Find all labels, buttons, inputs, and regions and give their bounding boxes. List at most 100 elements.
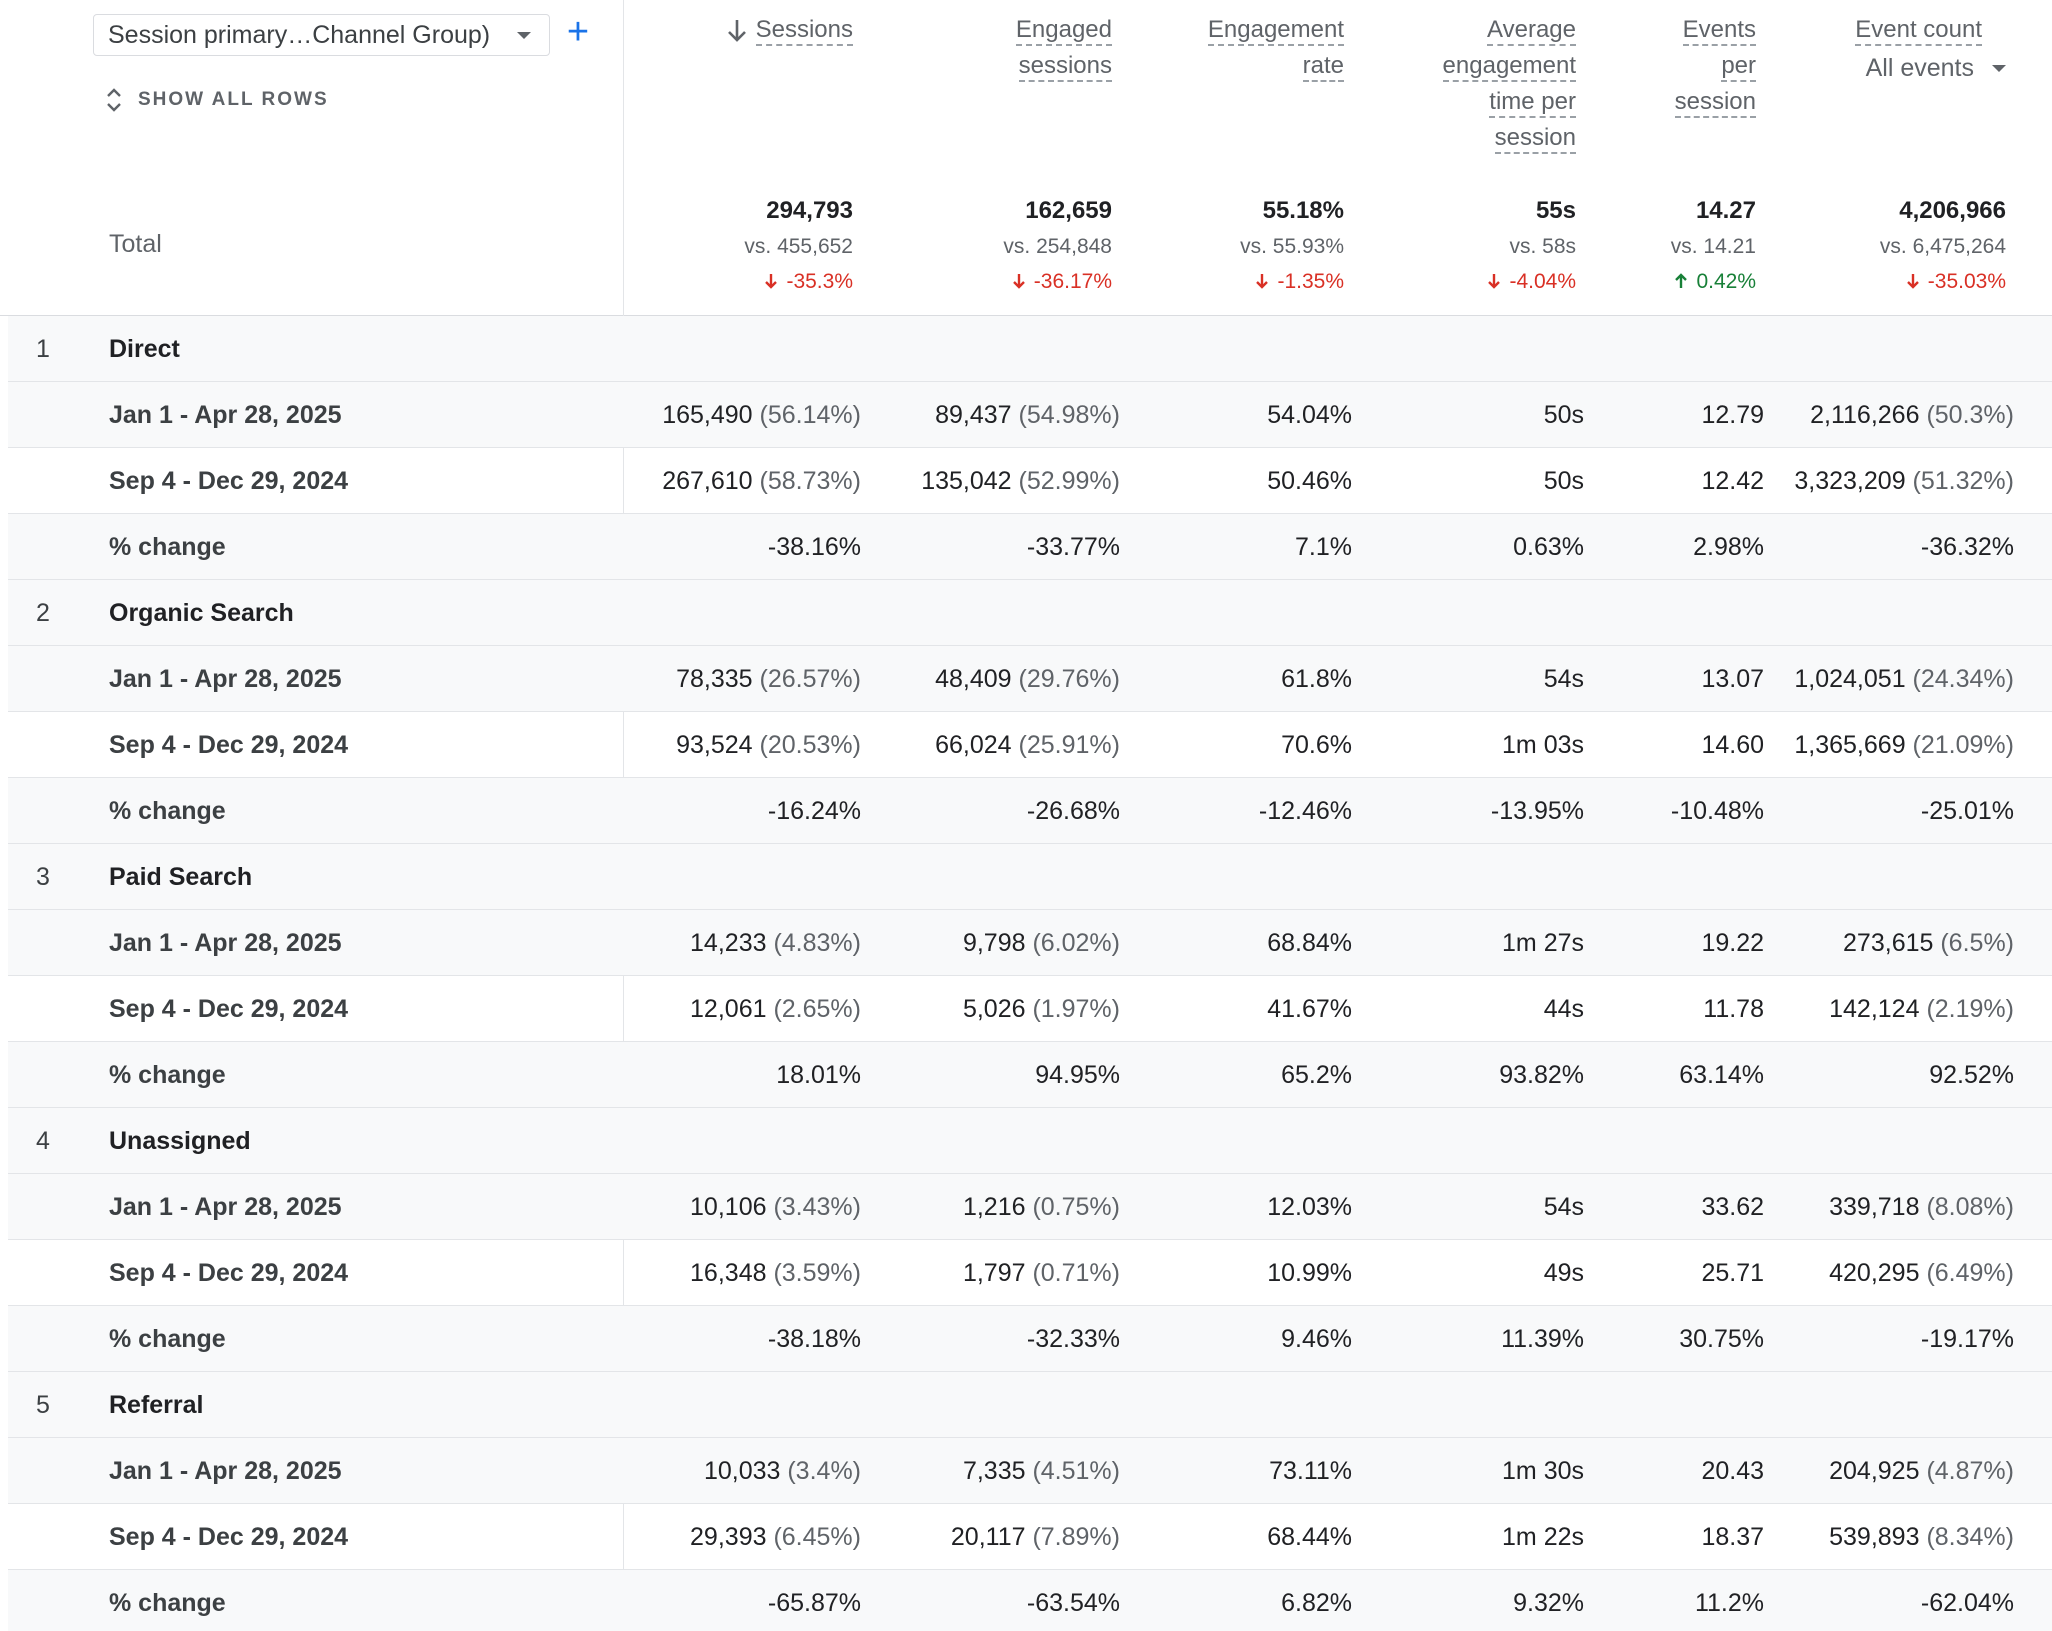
cell-value: 12.03%: [1267, 1193, 1352, 1221]
cell-percent: (6.49%): [1926, 1259, 2014, 1287]
table-cell: -33.77%: [1027, 514, 1120, 580]
table-cell: 1,365,669 (21.09%): [1794, 712, 2014, 778]
cell-percent: (7.89%): [1032, 1523, 1120, 1551]
cell-percent: (3.43%): [773, 1193, 861, 1221]
column-header-average-engagement-time[interactable]: Average engagement time per session: [1442, 12, 1576, 156]
table-cell: -38.18%: [768, 1306, 861, 1372]
channel-name: Organic Search: [109, 599, 294, 627]
cell-value: 41.67%: [1267, 995, 1352, 1023]
table-cell: 16,348 (3.59%): [690, 1240, 861, 1306]
table-cell: 54s: [1544, 1174, 1584, 1240]
cell-value: -25.01%: [1920, 797, 2014, 825]
total-change-value: -1.35%: [1277, 270, 1344, 293]
column-header-engagement-rate[interactable]: Engagement rate: [1207, 12, 1344, 84]
group-row[interactable]: 1 Direct: [8, 316, 2052, 382]
table-cell: -19.17%: [1921, 1306, 2014, 1372]
cell-value: 7.1%: [1295, 533, 1352, 561]
total-change: -35.3%: [744, 265, 853, 299]
cell-percent: (8.08%): [1926, 1193, 2014, 1221]
show-all-rows-label: SHOW ALL ROWS: [138, 89, 329, 110]
cell-value: 10.99%: [1267, 1259, 1352, 1287]
row-label: Jan 1 - Apr 28, 2025: [109, 1457, 342, 1485]
cell-value: 7,335: [962, 1457, 1026, 1485]
dimension-select[interactable]: Session primary…Channel Group): [93, 14, 550, 56]
cell-percent: (52.99%): [1018, 467, 1120, 495]
cell-value: 16,348: [690, 1259, 767, 1287]
table-cell: 54.04%: [1267, 382, 1352, 448]
table-cell: 49s: [1544, 1240, 1584, 1306]
table-cell: 68.84%: [1267, 910, 1352, 976]
column-header-sessions[interactable]: Sessions: [726, 12, 853, 48]
cell-value: 12.79: [1701, 401, 1764, 429]
cell-value: 11.2%: [1694, 1589, 1764, 1617]
table-row: Sep 4 - Dec 29, 2024 12,061 (2.65%) 5,026 …: [8, 976, 2052, 1042]
row-label: Sep 4 - Dec 29, 2024: [109, 995, 349, 1023]
total-change-value: -4.04%: [1509, 270, 1576, 293]
table-cell: 70.6%: [1281, 712, 1352, 778]
channel-name: Direct: [109, 335, 180, 363]
cell-value: 14,233: [690, 929, 767, 957]
column-header-events-per-session[interactable]: Events per session: [1674, 12, 1756, 120]
cell-value: 68.84%: [1267, 929, 1352, 957]
group-row[interactable]: 3 Paid Search: [8, 844, 2052, 910]
channel-name: Paid Search: [109, 863, 253, 891]
cell-value: 50s: [1543, 467, 1584, 495]
total-change-value: -35.3%: [786, 270, 853, 293]
row-label: Sep 4 - Dec 29, 2024: [109, 731, 349, 759]
table-cell: 10,106 (3.43%): [690, 1174, 861, 1240]
cell-value: 135,042: [921, 467, 1012, 495]
cell-value: 12,061: [690, 995, 767, 1023]
cell-value: 61.8%: [1281, 665, 1352, 693]
table-cell: 267,610 (58.73%): [662, 448, 861, 514]
cell-percent: (0.75%): [1032, 1193, 1120, 1221]
total-comparison: vs. 58s: [1509, 235, 1576, 258]
arrow-down-icon: [1488, 274, 1501, 289]
chevron-down-icon: [517, 31, 531, 39]
row-number: 4: [36, 1127, 50, 1155]
table-cell: 3,323,209 (51.32%): [1794, 448, 2014, 514]
cell-value: 33.62: [1701, 1193, 1764, 1221]
event-filter-select[interactable]: All events: [1855, 50, 2006, 86]
cell-value: 539,893: [1829, 1523, 1920, 1551]
total-comparison: vs. 455,652: [744, 235, 853, 258]
cell-value: 1m 30s: [1502, 1457, 1584, 1485]
column-header-engaged-sessions[interactable]: Engaged sessions: [1015, 12, 1112, 84]
table-row: % change -16.24% -26.68% -12.46% -13.95% -10.…: [8, 778, 2052, 844]
column-header-event-count[interactable]: Event count All events: [1855, 12, 2006, 86]
table-cell: 78,335 (26.57%): [676, 646, 861, 712]
table-cell: -26.68%: [1027, 778, 1120, 844]
cell-value: 1m 22s: [1502, 1523, 1584, 1551]
table-cell: -13.95%: [1491, 778, 1584, 844]
group-row[interactable]: 5 Referral: [8, 1372, 2052, 1438]
total-cell: 14.27 vs. 14.21 0.42%: [1671, 193, 1756, 299]
total-change: -36.17%: [1003, 265, 1112, 299]
cell-value: 0.63%: [1513, 533, 1584, 561]
cell-value: 73.11%: [1269, 1457, 1352, 1485]
table-cell: 11.39%: [1501, 1306, 1584, 1372]
group-row[interactable]: 4 Unassigned: [8, 1108, 2052, 1174]
total-change-value: -35.03%: [1927, 270, 2006, 293]
arrow-down-icon: [1256, 274, 1269, 289]
cell-value: 14.60: [1701, 731, 1764, 759]
table-cell: 66,024 (25.91%): [935, 712, 1120, 778]
row-label: Jan 1 - Apr 28, 2025: [109, 401, 342, 429]
row-label: Sep 4 - Dec 29, 2024: [109, 467, 349, 495]
total-cell: 294,793 vs. 455,652 -35.3%: [744, 193, 853, 299]
cell-percent: (24.34%): [1912, 665, 2014, 693]
column-header-label: time per: [1489, 88, 1576, 118]
cell-value: 48,409: [935, 665, 1012, 693]
cell-percent: (20.53%): [759, 731, 861, 759]
arrow-down-icon: [765, 274, 778, 289]
add-dimension-button[interactable]: +: [566, 11, 590, 53]
table-row: % change -38.16% -33.77% 7.1% 0.63% 2.98% -36.…: [8, 514, 2052, 580]
total-value: 4,206,966: [1899, 197, 2006, 224]
cell-value: -33.77%: [1026, 533, 1120, 561]
column-header-label: Sessions: [755, 16, 853, 46]
table-row: Sep 4 - Dec 29, 2024 29,393 (6.45%) 20,117…: [8, 1504, 2052, 1570]
table-row: Sep 4 - Dec 29, 2024 16,348 (3.59%) 1,797 …: [8, 1240, 2052, 1306]
column-header-label: sessions: [1018, 52, 1112, 82]
cell-value: -38.16%: [767, 533, 861, 561]
group-row[interactable]: 2 Organic Search: [8, 580, 2052, 646]
cell-percent: (29.76%): [1018, 665, 1120, 693]
show-all-rows-button[interactable]: SHOW ALL ROWS: [104, 86, 329, 114]
